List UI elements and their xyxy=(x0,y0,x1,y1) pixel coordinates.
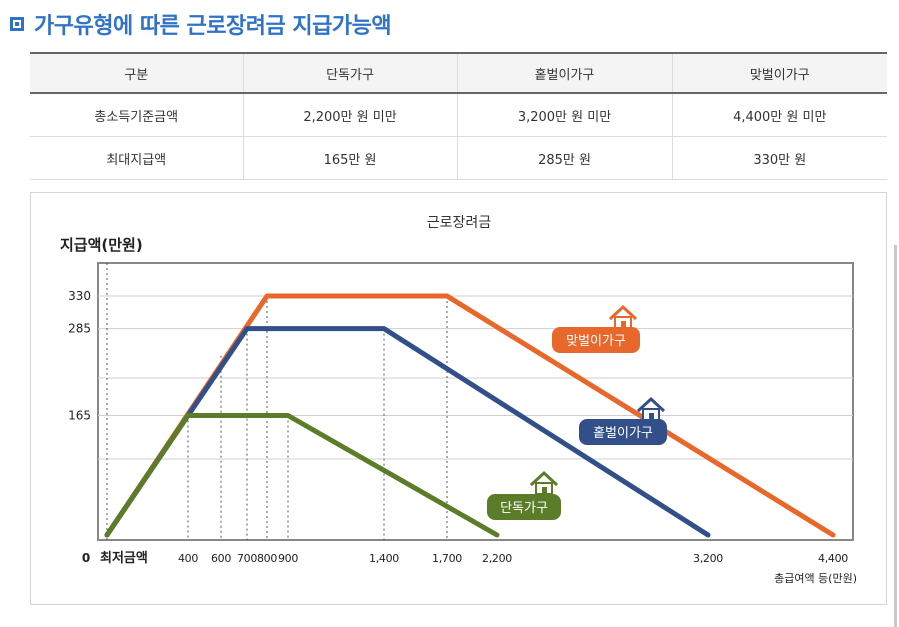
x-tick-label: 1,700 xyxy=(432,552,462,565)
table-cell: 330만 원 xyxy=(671,136,887,180)
y-tick-label: 285 xyxy=(68,322,91,336)
column-header: 구분 xyxy=(30,52,244,94)
series-label: 단독가구 xyxy=(500,501,548,516)
series-line xyxy=(104,413,500,538)
x-tick-label: 400 xyxy=(178,552,198,565)
y-axis-title: 지급액(만원) xyxy=(60,236,143,254)
series-label-badge xyxy=(552,327,640,353)
x-tick-label: 2,200 xyxy=(482,552,512,565)
plot-frame xyxy=(97,262,854,541)
y-tick-label: 330 xyxy=(68,289,91,303)
table-cell: 285만 원 xyxy=(456,136,673,180)
x-tick-label: 600 xyxy=(211,552,231,565)
y-tick-label: 165 xyxy=(68,409,91,423)
table-cell: 3,200만 원 미만 xyxy=(456,92,673,137)
page-header: 가구유형에 따른 근로장려금 지급가능액 xyxy=(10,8,392,40)
chart-title: 근로장려금 xyxy=(427,215,492,231)
x-axis-title: 총급여액 등(만원) xyxy=(774,572,857,585)
series-label: 홑벌이가구 xyxy=(593,426,653,441)
y-tick-label: 0 xyxy=(82,551,90,565)
summary-table: 구분 단독가구 홑벌이가구 맞벌이가구 총소득기준금액 2,200만 원 미만 … xyxy=(30,52,887,180)
x-tick-label: 700 xyxy=(237,552,257,565)
series-label-badge xyxy=(579,419,667,445)
row-label: 최대지급액 xyxy=(30,136,244,180)
square-bullet-icon xyxy=(10,17,24,31)
x-tick-label: 4,400 xyxy=(818,552,848,565)
table-header-row: 구분 단독가구 홑벌이가구 맞벌이가구 xyxy=(30,52,887,94)
page-title: 가구유형에 따른 근로장려금 지급가능액 xyxy=(34,14,392,39)
x-tick-label: 최저금액 xyxy=(100,551,148,566)
x-tick-label: 800 xyxy=(257,552,277,565)
column-header: 홑벌이가구 xyxy=(456,52,673,94)
series-label: 맞벌이가구 xyxy=(566,334,626,349)
table-row: 최대지급액 165만 원 285만 원 330만 원 xyxy=(30,136,887,180)
table-cell: 165만 원 xyxy=(242,136,458,180)
series-label-badge xyxy=(487,494,561,520)
column-header: 단독가구 xyxy=(242,52,458,94)
x-tick-label: 3,200 xyxy=(693,552,723,565)
x-tick-label: 1,400 xyxy=(369,552,399,565)
scrollbar[interactable] xyxy=(894,245,897,627)
row-label: 총소득기준금액 xyxy=(30,92,244,137)
column-header: 맞벌이가구 xyxy=(671,52,887,94)
chart-box xyxy=(30,192,887,605)
x-tick-label: 900 xyxy=(278,552,298,565)
table-row: 총소득기준금액 2,200만 원 미만 3,200만 원 미만 4,400만 원… xyxy=(30,92,887,137)
